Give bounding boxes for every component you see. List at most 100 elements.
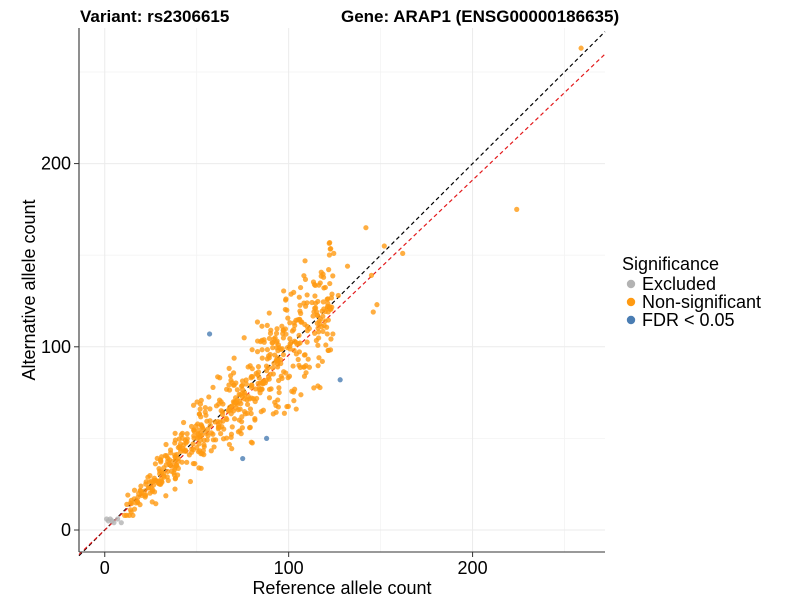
data-point-non-significant [215,424,222,430]
data-point-non-significant [273,409,279,415]
data-point-non-significant [280,335,287,341]
data-point-non-significant [258,409,264,415]
data-point-non-significant [289,388,295,394]
legend: Significance ExcludedNon-significantFDR … [622,254,761,330]
data-point-non-significant [220,436,227,442]
data-point-non-significant [226,441,232,448]
data-point-non-significant [172,454,178,460]
data-point-non-significant [161,474,167,480]
data-point-non-significant [239,378,246,384]
data-point-non-significant [188,423,195,430]
chart-title-variant: Variant: rs2306615 [80,7,229,26]
y-tick-label: 100 [41,337,71,357]
data-point-non-significant [313,309,320,315]
data-point-non-significant [249,395,255,401]
data-point-non-significant [264,356,270,362]
data-point-non-significant [238,431,244,437]
data-point-non-significant [202,409,208,415]
data-point-non-significant [142,488,148,494]
data-point-non-significant [279,346,285,352]
data-point-non-significant [270,365,276,371]
data-point-non-significant [231,416,238,422]
data-point-non-significant [287,336,293,342]
data-point-non-significant [165,477,171,484]
data-point-non-significant [196,465,202,471]
x-axis-ticks: 0 100 200 [100,552,488,578]
data-point-non-significant [381,243,387,249]
data-point-non-significant [266,376,272,382]
data-point-non-significant [261,339,267,345]
data-point-non-significant [208,448,214,454]
data-point-non-significant [172,486,178,492]
data-point-non-significant [320,313,326,319]
data-point-non-significant [400,250,406,256]
data-point-non-significant [232,395,239,401]
data-point-non-significant [228,403,235,409]
data-point-non-significant [290,363,296,369]
data-point-non-significant [151,477,157,483]
data-point-non-significant [281,288,287,294]
data-point-non-significant [282,326,289,332]
data-point-non-significant [301,300,307,306]
data-point-non-significant [291,338,298,344]
data-point-non-significant [237,398,243,404]
data-point-fdr-0-05 [240,455,246,462]
data-point-non-significant [239,425,245,431]
data-point-non-significant [246,425,253,431]
data-point-non-significant [328,336,334,342]
data-point-non-significant [259,323,265,329]
data-point-non-significant [244,397,250,403]
data-point-non-significant [207,422,213,428]
data-point-non-significant [206,394,212,400]
data-point-non-significant [248,410,254,417]
data-point-non-significant [143,481,149,487]
data-point-non-significant [277,356,284,363]
data-point-non-significant [291,398,297,404]
data-point-non-significant [266,395,273,401]
data-point-non-significant [254,338,261,344]
data-point-non-significant [315,383,321,389]
data-point-non-significant [266,310,272,316]
y-axis-ticks: 0 100 200 [41,154,79,540]
data-point-non-significant [344,263,351,269]
data-point-non-significant [321,306,327,312]
data-point-non-significant [254,349,261,355]
data-point-non-significant [320,299,326,305]
data-point-non-significant [172,437,178,443]
data-point-non-significant [194,399,200,405]
data-point-non-significant [278,373,284,379]
data-point-non-significant [201,444,207,450]
data-point-non-significant [321,322,327,329]
y-tick-label: 0 [61,520,71,540]
data-point-non-significant [276,377,282,384]
data-point-non-significant [239,419,245,425]
data-point-non-significant [215,374,221,380]
data-point-non-significant [266,386,273,393]
data-point-non-significant [149,499,155,505]
data-point-non-significant [302,258,308,264]
data-point-non-significant [288,291,294,297]
data-point-non-significant [195,431,201,438]
x-tick-label: 200 [458,558,488,578]
data-point-non-significant [213,403,220,409]
data-point-non-significant [249,440,255,446]
x-axis-title: Reference allele count [252,578,431,598]
data-point-non-significant [249,374,256,380]
data-point-non-significant [128,497,134,503]
data-point-non-significant [163,441,169,448]
data-point-non-significant [304,339,310,345]
data-point-non-significant [267,330,274,336]
data-point-non-significant [175,444,181,451]
data-point-non-significant [161,465,167,471]
data-point-non-significant [331,250,337,256]
data-point-non-significant [297,284,304,291]
data-point-non-significant [315,342,321,348]
data-point-non-significant [192,461,198,467]
grid-lines [79,28,605,552]
data-point-non-significant [126,512,132,518]
data-point-non-significant [211,444,217,450]
data-point-non-significant [269,340,275,346]
data-point-non-significant [130,512,136,518]
data-point-non-significant [322,284,328,291]
